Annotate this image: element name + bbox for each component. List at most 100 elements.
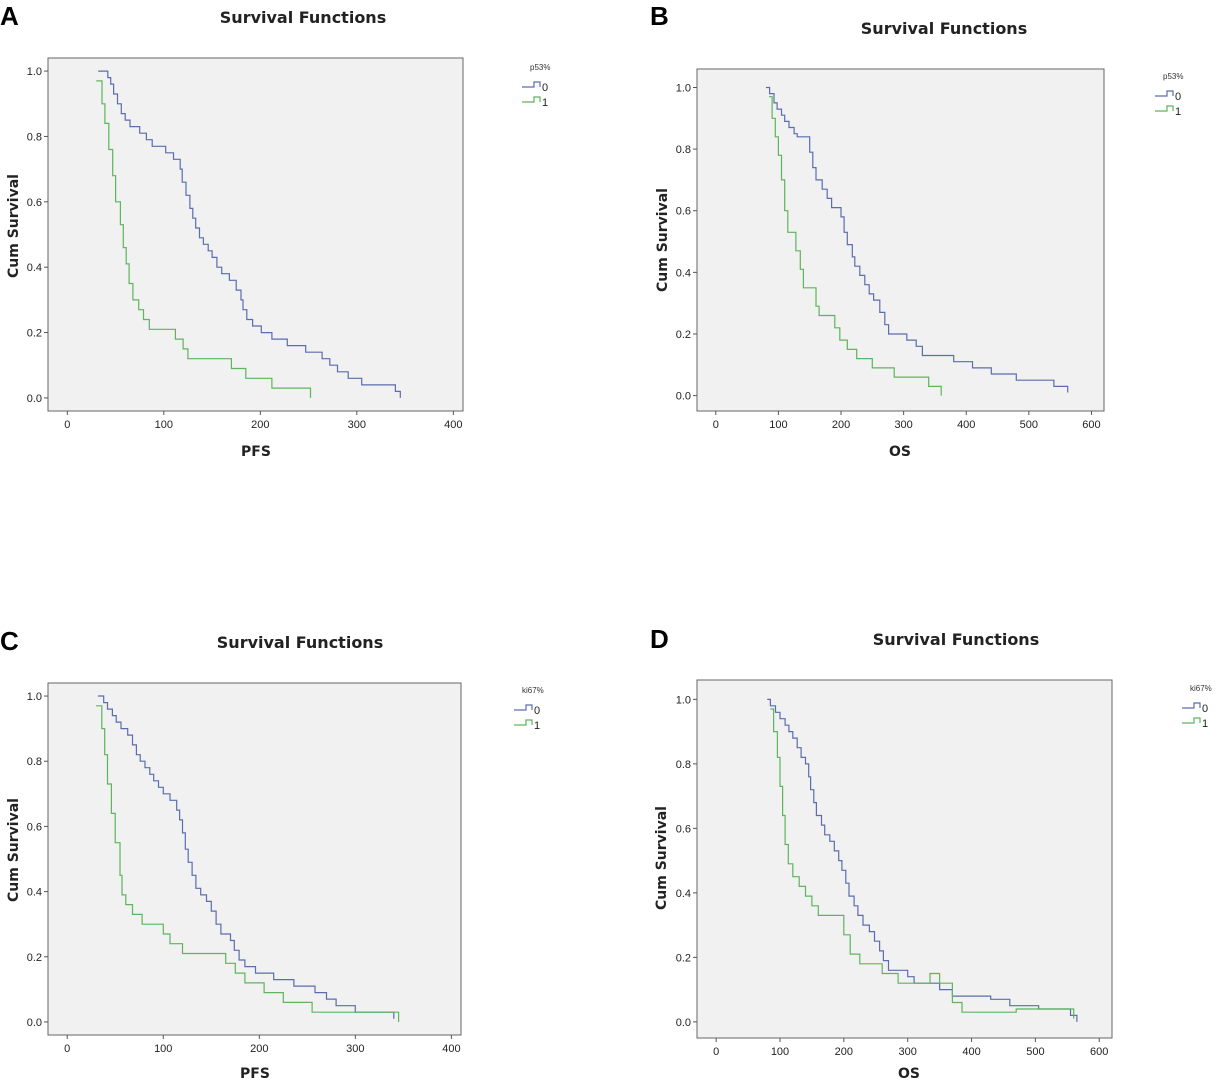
y-tick-label: 0.2 xyxy=(27,952,42,964)
y-tick-label: 0.4 xyxy=(676,267,691,279)
x-tick-label: 500 xyxy=(1026,1046,1044,1058)
y-tick-label: 0.8 xyxy=(676,759,691,771)
legend-label-1: 1 xyxy=(1202,718,1208,730)
y-tick-label: 0.4 xyxy=(27,262,42,274)
legend-label-1: 1 xyxy=(534,720,540,732)
plot-area xyxy=(47,57,464,412)
legend-label-1: 1 xyxy=(542,97,548,109)
chart-title: Survival Functions xyxy=(220,8,386,27)
legend-label-0: 0 xyxy=(1202,703,1208,715)
x-tick-label: 300 xyxy=(899,1046,917,1058)
y-axis-title: Cum Survival xyxy=(654,806,670,910)
plot-area xyxy=(47,682,462,1036)
y-tick-label: 0.6 xyxy=(676,206,691,218)
x-tick-label: 400 xyxy=(962,1046,980,1058)
y-tick-label: 0.2 xyxy=(676,952,691,964)
y-tick-label: 0.6 xyxy=(676,823,691,835)
x-axis-title: OS xyxy=(898,1066,920,1082)
series-line-1 xyxy=(96,80,312,398)
chart-title: Survival Functions xyxy=(861,19,1027,38)
x-tick-label: 300 xyxy=(894,419,912,431)
legend-title: ki67% xyxy=(1190,684,1212,693)
y-tick-label: 0.2 xyxy=(27,328,42,340)
y-tick-label: 0.6 xyxy=(27,197,42,209)
panel-letter: D xyxy=(650,624,669,654)
x-tick-label: 500 xyxy=(1020,419,1038,431)
x-tick-label: 400 xyxy=(444,419,462,431)
y-tick-label: 1.0 xyxy=(27,66,42,78)
chart-title: Survival Functions xyxy=(217,633,383,652)
legend-title: p53% xyxy=(530,63,550,72)
x-tick-label: 0 xyxy=(713,419,719,431)
legend-label-0: 0 xyxy=(542,82,548,94)
panel-letter: B xyxy=(650,1,669,31)
x-tick-label: 600 xyxy=(1090,1046,1108,1058)
legend-swatch-0 xyxy=(514,704,533,711)
x-tick-label: 600 xyxy=(1082,419,1100,431)
y-tick-label: 0.8 xyxy=(27,756,42,768)
legend-swatch-0 xyxy=(1155,90,1174,97)
y-tick-label: 0.4 xyxy=(676,888,691,900)
x-axis-title: PFS xyxy=(240,1066,270,1082)
series-line-1 xyxy=(769,96,942,396)
y-tick-label: 0.0 xyxy=(27,393,42,405)
legend-swatch-1 xyxy=(522,96,541,103)
y-tick-label: 1.0 xyxy=(676,694,691,706)
legend-swatch-1 xyxy=(514,719,533,726)
x-tick-label: 0 xyxy=(64,419,70,431)
y-tick-label: 0.4 xyxy=(27,887,42,899)
legend-swatch-1 xyxy=(1155,105,1174,112)
x-tick-label: 0 xyxy=(713,1046,719,1058)
x-tick-label: 200 xyxy=(251,419,269,431)
plot-area xyxy=(696,679,1113,1039)
x-tick-label: 200 xyxy=(835,1046,853,1058)
x-tick-label: 400 xyxy=(442,1043,460,1055)
y-tick-label: 1.0 xyxy=(676,82,691,94)
chart-title: Survival Functions xyxy=(873,630,1039,649)
x-axis-title: PFS xyxy=(241,444,271,460)
legend-label-0: 0 xyxy=(534,705,540,717)
x-tick-label: 100 xyxy=(771,1046,789,1058)
legend-swatch-1 xyxy=(1182,717,1201,724)
series-line-1 xyxy=(96,705,400,1022)
legend-title: ki67% xyxy=(522,686,544,695)
x-tick-label: 100 xyxy=(769,419,787,431)
y-tick-label: 0.0 xyxy=(676,391,691,403)
x-tick-label: 400 xyxy=(957,419,975,431)
legend-label-1: 1 xyxy=(1175,106,1181,118)
x-tick-label: 100 xyxy=(154,1043,172,1055)
x-tick-label: 300 xyxy=(348,419,366,431)
legend-swatch-0 xyxy=(1182,702,1201,709)
x-tick-label: 300 xyxy=(346,1043,364,1055)
y-tick-label: 0.8 xyxy=(27,131,42,143)
x-axis-title: OS xyxy=(889,444,911,460)
panel-letter: A xyxy=(0,1,19,31)
legend-label-0: 0 xyxy=(1175,91,1181,103)
series-line-1 xyxy=(770,708,1075,1019)
series-line-0 xyxy=(97,695,395,1019)
y-axis-title: Cum Survival xyxy=(6,174,22,278)
x-tick-label: 200 xyxy=(250,1043,268,1055)
y-axis-title: Cum Survival xyxy=(6,798,22,902)
series-line-0 xyxy=(98,70,401,398)
y-tick-label: 0.2 xyxy=(676,329,691,341)
y-tick-label: 1.0 xyxy=(27,691,42,703)
legend-swatch-0 xyxy=(522,81,541,88)
y-tick-label: 0.6 xyxy=(27,821,42,833)
y-tick-label: 0.0 xyxy=(27,1017,42,1029)
y-tick-label: 0.8 xyxy=(676,144,691,156)
legend-title: p53% xyxy=(1163,72,1183,81)
x-tick-label: 0 xyxy=(64,1043,70,1055)
y-axis-title: Cum Survival xyxy=(655,188,671,292)
x-tick-label: 100 xyxy=(155,419,173,431)
series-line-0 xyxy=(765,86,1069,393)
plot-area xyxy=(696,68,1105,412)
panel-letter: C xyxy=(0,626,19,656)
x-tick-label: 200 xyxy=(832,419,850,431)
series-line-0 xyxy=(767,698,1078,1022)
